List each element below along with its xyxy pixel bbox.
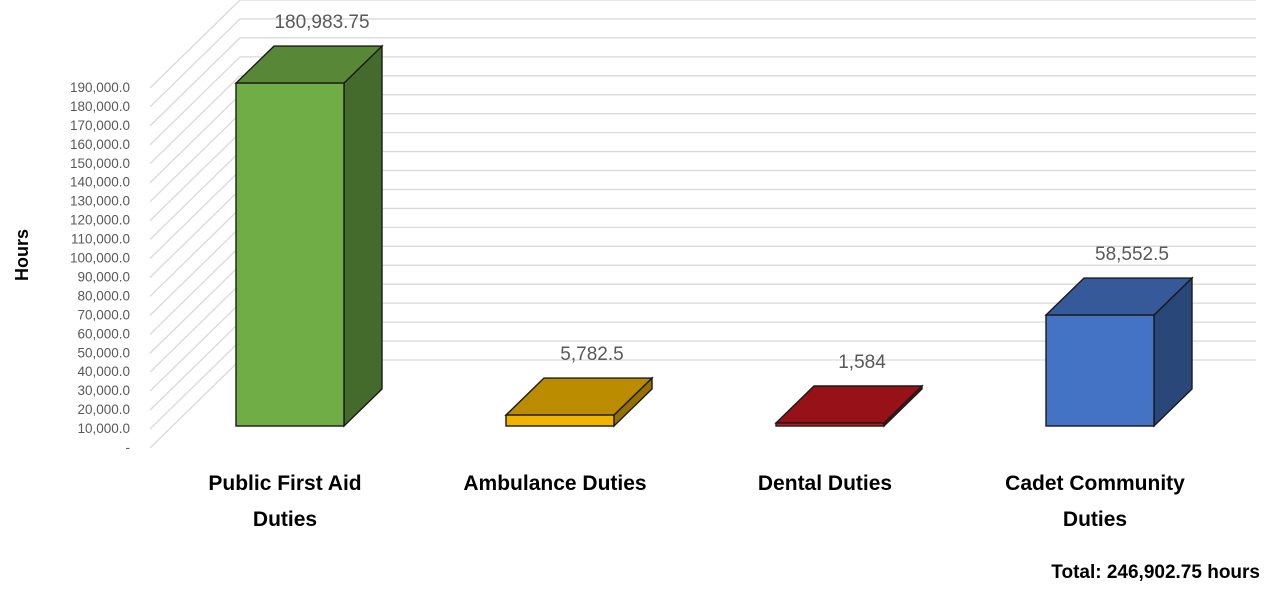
bar bbox=[504, 376, 654, 428]
x-axis-categories: Public First Aid Duties Ambulance Duties De… bbox=[208, 472, 1185, 531]
category-label: Duties bbox=[253, 508, 317, 531]
bar-front-face bbox=[1045, 314, 1155, 427]
y-tick-label: 110,000.0 bbox=[71, 232, 130, 247]
data-label: 58,552.5 bbox=[1095, 244, 1169, 265]
y-axis-ticks: - 10,000.0 20,000.0 30,000.0 40,000.0 50,000.… bbox=[70, 80, 130, 455]
data-label: 180,983.75 bbox=[274, 12, 369, 33]
y-tick-label: - bbox=[126, 440, 131, 455]
category-label: Duties bbox=[1063, 508, 1127, 531]
bar bbox=[774, 384, 924, 428]
bar-front-face bbox=[235, 82, 345, 427]
y-tick-label: 60,000.0 bbox=[77, 326, 130, 341]
category-label: Public First Aid bbox=[208, 472, 361, 495]
y-tick-label: 40,000.0 bbox=[77, 364, 130, 379]
y-axis-label: Hours bbox=[12, 229, 32, 281]
y-tick-label: 160,000.0 bbox=[70, 137, 130, 152]
total-hours: Total: 246,902.75 hours bbox=[1051, 562, 1260, 583]
y-tick-label: 150,000.0 bbox=[70, 156, 130, 171]
y-tick-label: 70,000.0 bbox=[77, 307, 130, 322]
y-tick-label: 130,000.0 bbox=[70, 194, 130, 209]
category-label: Ambulance Duties bbox=[463, 472, 646, 495]
data-label: 5,782.5 bbox=[560, 344, 623, 365]
y-tick-label: 180,000.0 bbox=[70, 99, 130, 114]
gridline bbox=[149, 37, 1256, 127]
y-tick-label: 30,000.0 bbox=[77, 383, 130, 398]
bar-side-face bbox=[343, 44, 383, 428]
y-tick-label: 80,000.0 bbox=[77, 288, 130, 303]
y-tick-label: 140,000.0 bbox=[70, 175, 130, 190]
y-tick-label: 10,000.0 bbox=[77, 421, 130, 436]
bar bbox=[1044, 276, 1194, 428]
data-label: 1,584 bbox=[838, 352, 886, 373]
y-tick-label: 170,000.0 bbox=[70, 118, 130, 133]
y-tick-label: 100,000.0 bbox=[70, 251, 130, 266]
bar-top-face bbox=[774, 385, 924, 424]
bar-front-face bbox=[775, 422, 885, 427]
gridline bbox=[149, 18, 1256, 108]
bar-front-face bbox=[505, 414, 615, 427]
y-tick-label: 50,000.0 bbox=[77, 345, 130, 360]
y-tick-label: 20,000.0 bbox=[77, 402, 130, 417]
category-label: Cadet Community bbox=[1005, 472, 1185, 495]
y-tick-label: 120,000.0 bbox=[70, 213, 130, 228]
y-tick-label: 90,000.0 bbox=[77, 269, 130, 284]
gridline bbox=[149, 75, 1256, 165]
gridline bbox=[149, 56, 1256, 146]
bars bbox=[234, 44, 1194, 428]
bar bbox=[234, 44, 384, 428]
gridline bbox=[149, 0, 1256, 89]
y-tick-label: 190,000.0 bbox=[70, 80, 130, 95]
category-label: Dental Duties bbox=[758, 472, 892, 495]
data-labels: 180,983.75 5,782.5 1,584 58,552.5 bbox=[274, 12, 1169, 373]
